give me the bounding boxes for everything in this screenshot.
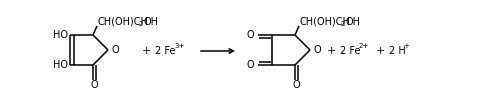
Text: O: O: [292, 80, 300, 90]
Text: CH(OH)CH: CH(OH)CH: [98, 17, 149, 27]
Text: 2: 2: [139, 22, 143, 28]
Text: HO: HO: [53, 30, 68, 40]
Text: OH: OH: [143, 17, 158, 27]
Text: 2 Fe: 2 Fe: [340, 46, 360, 56]
Text: +: +: [403, 43, 409, 49]
Text: O: O: [90, 80, 98, 90]
Text: O: O: [246, 30, 254, 40]
Text: O: O: [246, 60, 254, 70]
Text: HO: HO: [53, 60, 68, 70]
Text: 3+: 3+: [174, 43, 184, 49]
Text: CH(OH)CH: CH(OH)CH: [300, 17, 351, 27]
Text: OH: OH: [345, 17, 360, 27]
Text: 2: 2: [341, 22, 345, 28]
Text: +: +: [376, 46, 384, 56]
Text: 2 Fe: 2 Fe: [155, 46, 176, 56]
Text: 2 H: 2 H: [389, 46, 406, 56]
Text: +: +: [326, 46, 336, 56]
Text: O: O: [314, 45, 322, 55]
Text: 2+: 2+: [359, 43, 369, 49]
Text: O: O: [112, 45, 120, 55]
Text: +: +: [142, 46, 150, 56]
